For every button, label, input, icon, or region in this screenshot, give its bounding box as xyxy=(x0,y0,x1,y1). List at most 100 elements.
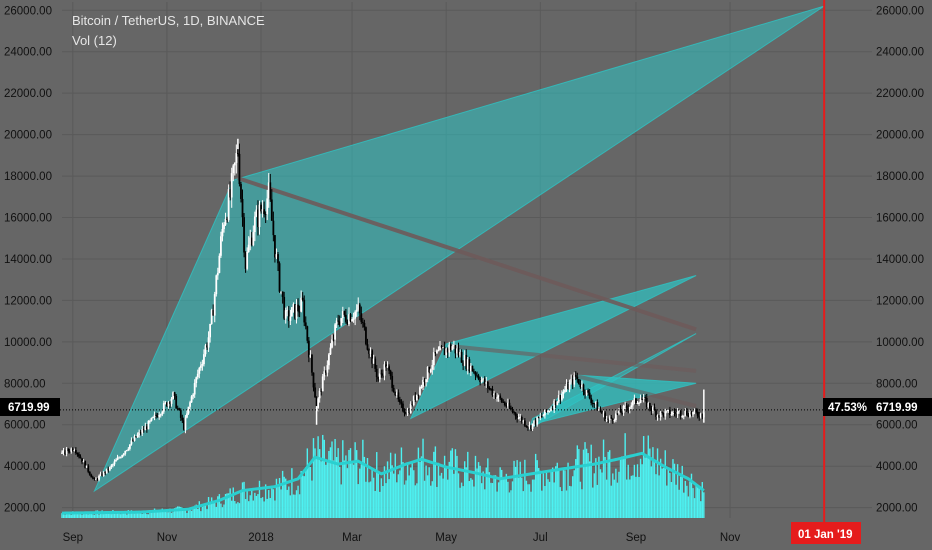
volume-bar xyxy=(467,451,469,518)
candle-body-down xyxy=(591,402,594,404)
candle-body-up xyxy=(466,359,469,370)
candle-body-down xyxy=(274,235,276,258)
volume-bar xyxy=(527,484,529,518)
candle-body-up xyxy=(247,244,250,252)
candle-body-up xyxy=(581,384,583,388)
symbol-label[interactable]: Bitcoin / TetherUS, 1D, BINANCE xyxy=(72,13,265,28)
candle-body-up xyxy=(445,348,448,356)
candle-body-down xyxy=(530,425,532,430)
volume-bar xyxy=(679,476,682,518)
candle-body-up xyxy=(321,376,324,392)
candle-body-up xyxy=(442,347,444,349)
candle-body-down xyxy=(408,411,411,414)
volume-bar xyxy=(501,469,503,518)
volume-bar xyxy=(490,482,492,518)
candle-body-up xyxy=(73,450,76,452)
volume-bar xyxy=(700,501,702,518)
candle-body-up xyxy=(61,452,63,454)
volume-bar xyxy=(696,487,699,518)
candle-body-down xyxy=(311,354,313,373)
candle-body-down xyxy=(653,407,656,411)
candle-body-down xyxy=(405,413,407,415)
volume-bar xyxy=(349,448,352,518)
volume-bar xyxy=(126,514,128,518)
volume-bar xyxy=(90,512,93,518)
volume-bar xyxy=(394,453,396,518)
candle-body-down xyxy=(294,304,296,319)
candle-body-up xyxy=(613,420,616,422)
volume-bar xyxy=(405,480,407,518)
candle-body-down xyxy=(380,373,383,375)
volume-indicator-label[interactable]: Vol (12) xyxy=(72,33,117,48)
volume-bar xyxy=(622,456,625,518)
volume-bar xyxy=(65,514,68,518)
candle-body-down xyxy=(250,237,253,246)
candle-body-down xyxy=(68,451,71,453)
volume-bar xyxy=(454,449,457,518)
volume-bar xyxy=(420,456,423,518)
candle-body-up xyxy=(209,323,212,338)
candle-body-up xyxy=(233,162,236,166)
candle-body-up xyxy=(172,392,174,399)
volume-bar xyxy=(271,487,273,518)
candle-body-down xyxy=(346,321,349,325)
volume-bar xyxy=(201,506,204,518)
volume-bar xyxy=(484,489,486,518)
candle-body-up xyxy=(542,415,545,417)
volume-bar xyxy=(411,461,413,518)
volume-bar xyxy=(391,465,393,518)
candle-body-down xyxy=(460,351,463,363)
volume-bar xyxy=(79,512,82,518)
y-tick-label-right: 8000.00 xyxy=(876,378,918,390)
candle-body-up xyxy=(415,394,418,400)
volume-bar xyxy=(460,482,463,518)
volume-bar xyxy=(320,461,322,518)
volume-bar xyxy=(331,441,333,518)
volume-bar xyxy=(362,439,364,518)
volume-bar xyxy=(521,477,523,518)
x-tick-label: 2018 xyxy=(248,532,274,544)
candle-body-down xyxy=(74,450,77,454)
volume-bar xyxy=(209,503,211,518)
candle-body-up xyxy=(118,457,120,459)
candle-body-up xyxy=(436,350,438,354)
volume-bar xyxy=(497,482,500,518)
volume-bar xyxy=(667,468,670,518)
volume-bar xyxy=(172,511,174,518)
candle-body-up xyxy=(186,413,188,418)
candle-body-down xyxy=(587,390,590,393)
candle-body-up xyxy=(201,364,204,366)
volume-bar xyxy=(619,458,622,518)
candle-body-down xyxy=(320,390,323,392)
volume-bar xyxy=(308,463,310,518)
volume-bar xyxy=(240,490,242,518)
volume-bar xyxy=(369,481,372,518)
candle-body-down xyxy=(363,322,366,328)
volume-bar xyxy=(186,513,188,518)
candle-body-up xyxy=(150,417,153,421)
candle-body-down xyxy=(465,354,468,370)
volume-bar xyxy=(244,499,247,518)
volume-bar xyxy=(181,507,184,518)
volume-bar xyxy=(266,498,268,518)
candle-body-up xyxy=(547,410,549,413)
volume-bar xyxy=(670,482,673,518)
candle-body-up xyxy=(431,365,434,370)
candle-body-up xyxy=(560,393,563,400)
candle-body-up xyxy=(598,409,600,411)
volume-bar xyxy=(178,506,180,518)
candle-body-up xyxy=(275,254,278,258)
volume-bar xyxy=(75,513,77,518)
volume-bar xyxy=(335,457,338,518)
candle-body-up xyxy=(125,450,128,452)
candle-body-up xyxy=(628,407,631,410)
candle-body-down xyxy=(661,411,664,413)
volume-bar xyxy=(87,514,89,518)
volume-bar xyxy=(482,471,484,518)
candle-body-down xyxy=(443,347,446,356)
candle-body-down xyxy=(71,448,74,451)
volume-bar xyxy=(92,514,94,518)
candle-body-down xyxy=(500,398,503,402)
y-tick-label-right: 12000.00 xyxy=(876,295,924,307)
